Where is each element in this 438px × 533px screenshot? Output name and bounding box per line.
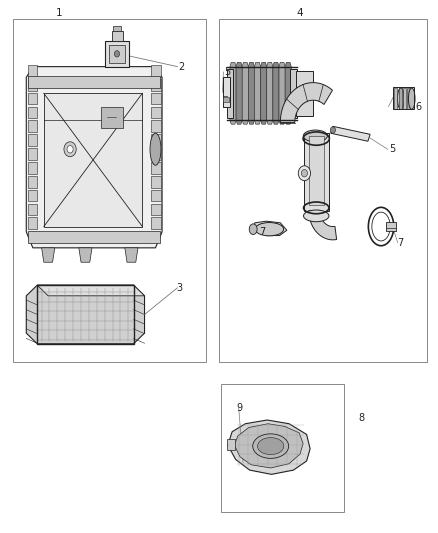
Bar (28, 93, 37, 104)
Bar (296, 71, 313, 116)
Bar (28, 148, 37, 160)
Text: 2: 2 (179, 62, 185, 71)
Bar (37, 285, 134, 344)
Polygon shape (37, 285, 145, 296)
Bar (151, 148, 161, 160)
Ellipse shape (258, 438, 284, 455)
Text: 8: 8 (358, 414, 364, 423)
Bar (151, 190, 161, 201)
Bar (28, 204, 37, 215)
Ellipse shape (303, 130, 328, 142)
Ellipse shape (253, 434, 289, 458)
Bar (28, 176, 37, 188)
Bar (223, 97, 229, 102)
Circle shape (301, 169, 307, 177)
Polygon shape (101, 107, 123, 128)
Polygon shape (309, 211, 337, 240)
Circle shape (64, 142, 76, 157)
Bar (407, 88, 410, 109)
Circle shape (114, 51, 120, 57)
Bar (28, 231, 160, 243)
Polygon shape (248, 62, 254, 124)
Bar (13, 19, 206, 362)
Polygon shape (44, 93, 142, 227)
Polygon shape (79, 248, 92, 262)
Bar (151, 204, 161, 215)
Bar (221, 384, 344, 512)
Bar (28, 162, 37, 174)
Polygon shape (228, 420, 310, 474)
Bar (28, 79, 37, 91)
Bar (399, 88, 402, 109)
Bar (227, 439, 235, 450)
Polygon shape (42, 248, 55, 262)
Text: 3: 3 (177, 283, 183, 293)
Text: 1: 1 (56, 8, 63, 18)
Text: 5: 5 (389, 144, 395, 154)
Polygon shape (236, 62, 242, 124)
Bar (151, 162, 161, 174)
Bar (290, 69, 297, 118)
Bar (28, 65, 37, 77)
Bar (28, 76, 160, 88)
Bar (112, 31, 123, 41)
Polygon shape (254, 62, 261, 124)
Polygon shape (261, 62, 267, 124)
Polygon shape (26, 67, 162, 248)
Polygon shape (26, 285, 145, 344)
Circle shape (298, 166, 311, 181)
Polygon shape (234, 424, 303, 468)
Circle shape (330, 127, 336, 133)
Bar (403, 88, 406, 109)
Bar (151, 107, 161, 118)
Bar (309, 136, 324, 205)
Ellipse shape (408, 88, 415, 109)
Bar (151, 65, 161, 77)
Text: 5: 5 (224, 67, 230, 77)
Bar (223, 77, 230, 107)
Bar (28, 217, 37, 229)
Circle shape (67, 146, 73, 153)
Bar (28, 107, 37, 118)
Text: 4: 4 (297, 8, 304, 18)
Polygon shape (279, 62, 285, 124)
Ellipse shape (150, 133, 161, 165)
Polygon shape (285, 62, 291, 124)
Bar (113, 26, 121, 31)
Polygon shape (230, 62, 236, 124)
Polygon shape (331, 126, 370, 141)
Text: 7: 7 (260, 227, 266, 237)
Bar (227, 69, 233, 118)
Bar (151, 120, 161, 132)
Bar (151, 79, 161, 91)
Text: 7: 7 (398, 238, 404, 247)
Bar (28, 190, 37, 201)
Polygon shape (273, 62, 279, 124)
Bar (394, 88, 397, 109)
Bar (105, 41, 129, 67)
Text: 6: 6 (415, 102, 421, 111)
Ellipse shape (398, 88, 404, 109)
Bar (151, 217, 161, 229)
Polygon shape (125, 248, 138, 262)
Bar (151, 134, 161, 146)
Polygon shape (242, 62, 248, 124)
Bar (386, 222, 396, 231)
Bar (393, 87, 414, 109)
Bar (28, 120, 37, 132)
Ellipse shape (249, 224, 257, 235)
Bar (28, 134, 37, 146)
Bar (304, 133, 328, 211)
Bar (151, 176, 161, 188)
Polygon shape (253, 221, 287, 236)
Ellipse shape (304, 210, 329, 222)
Ellipse shape (255, 223, 284, 236)
Polygon shape (267, 62, 273, 124)
Polygon shape (280, 83, 332, 123)
Bar (219, 19, 427, 362)
Text: 9: 9 (236, 403, 242, 413)
Bar (151, 93, 161, 104)
Bar (109, 45, 125, 63)
